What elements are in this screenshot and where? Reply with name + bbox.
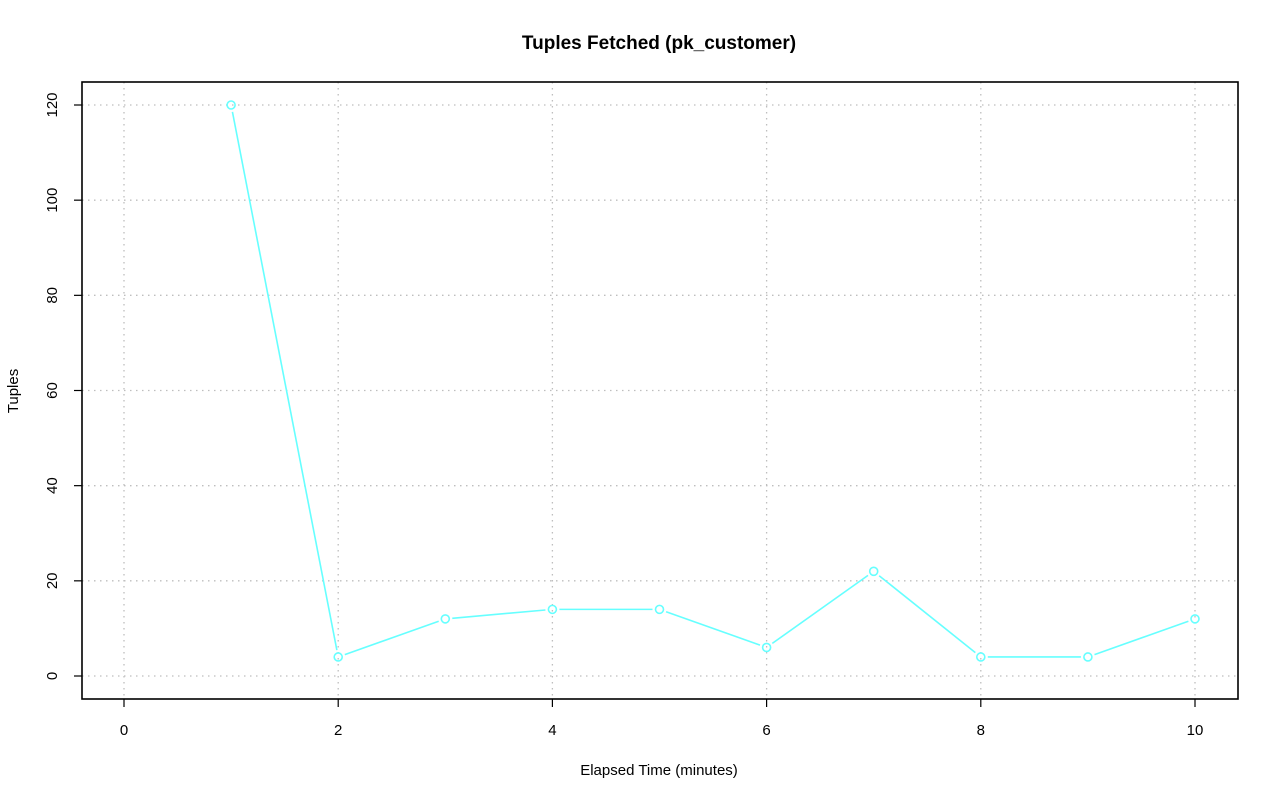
x-tick-label: 4 — [548, 722, 556, 739]
series-line-segment — [665, 610, 761, 646]
data-point — [975, 652, 986, 662]
data-point — [333, 652, 344, 662]
x-tick-label: 0 — [120, 722, 128, 739]
data-point — [868, 566, 879, 577]
y-tick-label: 120 — [44, 92, 61, 117]
y-tick-label: 60 — [44, 382, 61, 399]
series-line-segment — [771, 574, 869, 645]
data-point — [1190, 614, 1200, 624]
series-line-segment — [344, 620, 439, 656]
x-tick-label: 8 — [977, 722, 985, 739]
y-tick-label: 80 — [44, 287, 61, 304]
series-line-segment — [878, 575, 976, 654]
y-tick-label: 40 — [44, 477, 61, 494]
series-line-segment — [231, 111, 338, 651]
y-tick-label: 100 — [44, 188, 61, 213]
x-tick-label: 10 — [1187, 722, 1204, 739]
data-point — [547, 604, 558, 615]
series-line-segment — [452, 609, 546, 620]
x-tick-label: 6 — [762, 722, 770, 739]
y-axis-label: Tuples — [5, 369, 22, 413]
x-axis-label: Elapsed Time (minutes) — [580, 762, 738, 779]
data-point — [761, 642, 772, 653]
grid-lines — [82, 82, 1238, 699]
data-point — [440, 614, 451, 624]
data-point — [226, 100, 236, 110]
data-point — [1083, 652, 1093, 662]
plot-frame — [81, 81, 1239, 700]
y-tick-label: 20 — [44, 572, 61, 589]
y-tick-label: 0 — [44, 672, 61, 680]
series-line-segment — [1094, 620, 1189, 656]
chart-title: Tuples Fetched (pk_customer) — [522, 33, 796, 54]
x-tick-label: 2 — [334, 722, 342, 739]
data-point — [654, 604, 665, 615]
series-layer — [226, 100, 1200, 662]
